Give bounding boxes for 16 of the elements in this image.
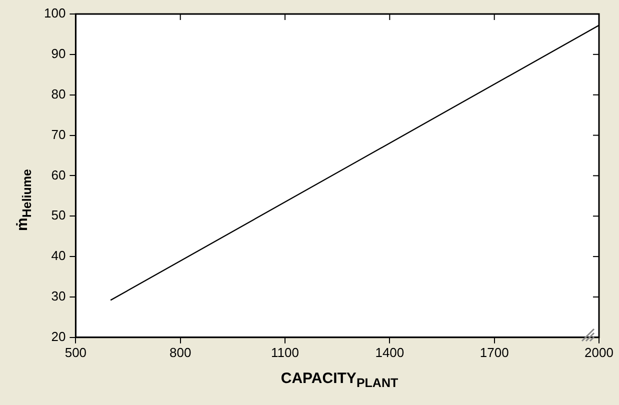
y-tick-label: 20 bbox=[51, 328, 66, 344]
y-tick-label: 100 bbox=[44, 6, 66, 21]
y-tick-label: 40 bbox=[51, 248, 66, 264]
y-tick-label: 50 bbox=[51, 208, 66, 223]
x-tick-label: 800 bbox=[170, 344, 192, 360]
x-tick-label: 500 bbox=[64, 344, 87, 360]
x-tick-label: 1100 bbox=[271, 344, 299, 360]
x-tick-label: 1700 bbox=[480, 344, 509, 360]
y-tick-label: 70 bbox=[51, 126, 66, 142]
y-tick-label: 80 bbox=[51, 86, 66, 102]
x-tick-label: 1400 bbox=[375, 344, 404, 360]
y-tick-label: 30 bbox=[51, 288, 66, 304]
y-tick-label: 90 bbox=[51, 46, 66, 62]
x-axis-title: CAPACITY$_{PLANT}$ bbox=[280, 370, 400, 390]
y-tick-label: 60 bbox=[51, 167, 66, 182]
x-tick-label: 2000 bbox=[584, 344, 614, 360]
